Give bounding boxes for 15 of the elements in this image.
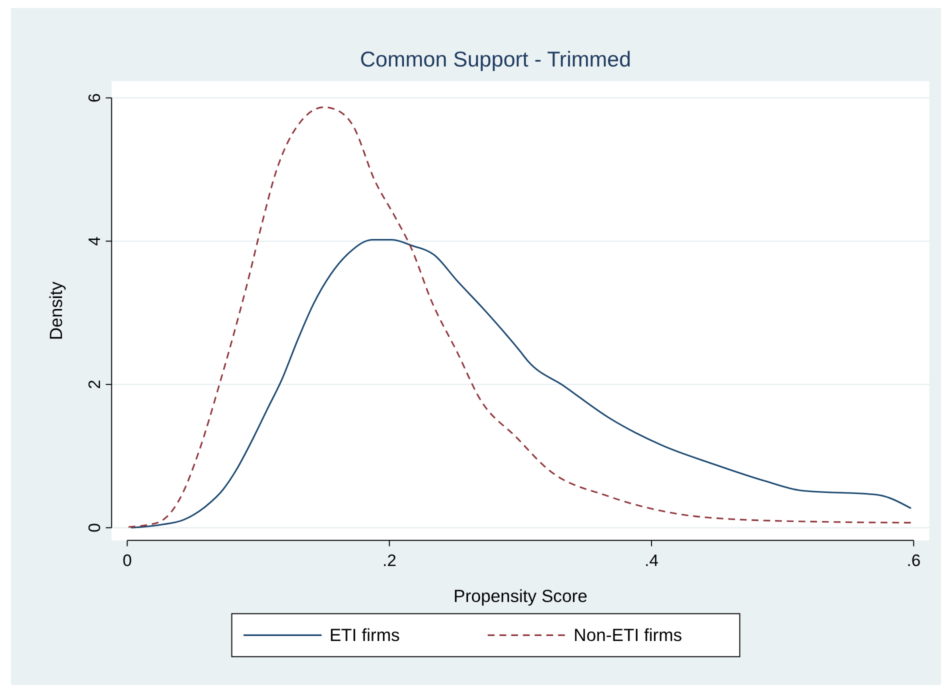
y-tick-label: 6 <box>84 93 104 102</box>
legend-label: Non-ETI firms <box>574 625 682 646</box>
line-series <box>130 238 912 528</box>
x-tick-label: .6 <box>906 550 921 570</box>
y-tick-label: 4 <box>84 236 104 246</box>
y-tick-label: 2 <box>84 380 104 390</box>
x-tick-label: .2 <box>382 550 396 570</box>
y-axis-title: Density <box>46 281 66 340</box>
legend-label: ETI firms <box>329 625 400 646</box>
y-tick-label: 0 <box>84 523 104 532</box>
chart-title: Common Support - Trimmed <box>360 48 632 72</box>
x-tick-label: .4 <box>644 550 658 570</box>
x-axis-title: Propensity Score <box>454 586 588 606</box>
line-series <box>128 106 912 528</box>
x-tick-label: 0 <box>122 550 132 570</box>
